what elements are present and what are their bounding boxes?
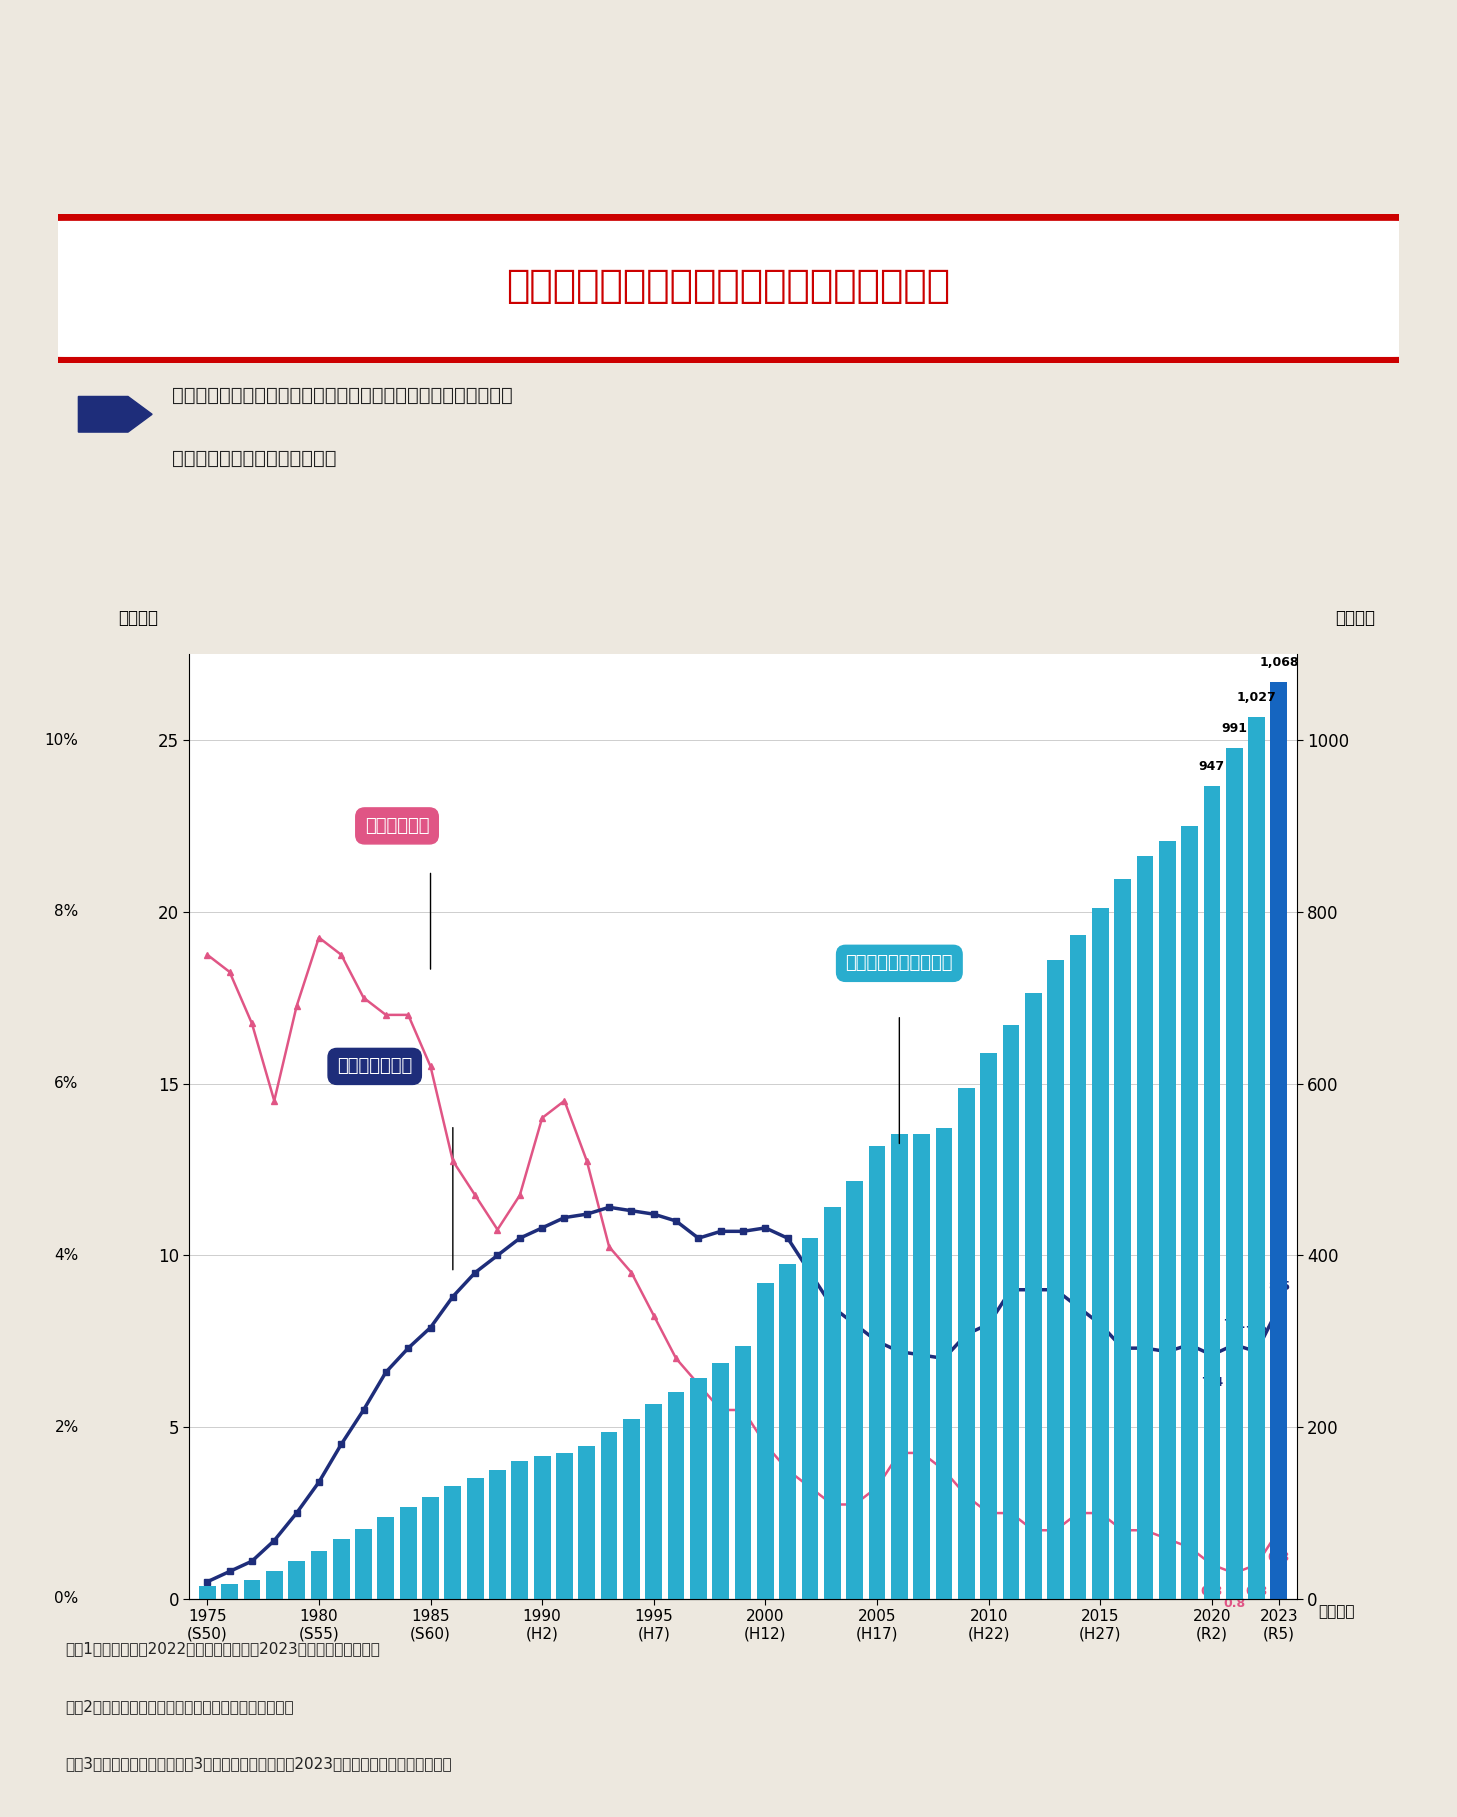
Text: 1,068: 1,068 [1259,656,1298,669]
Text: 0.8: 0.8 [1268,1552,1289,1564]
Bar [667,1392,685,1599]
Bar [332,1539,350,1599]
Bar [265,1572,283,1599]
Text: 0.8: 0.8 [1224,1597,1246,1610]
Bar [1091,907,1109,1599]
Bar [1024,994,1042,1599]
Bar [914,1134,930,1599]
Bar [1115,879,1131,1599]
Text: 991: 991 [1221,721,1247,734]
Bar [578,1446,594,1599]
Bar [935,1128,953,1599]
Text: （注3）普通国債残高は各年度3月末現在高。ただし、2023年度は予算に基づく見込み。: （注3）普通国債残高は各年度3月末現在高。ただし、2023年度は予算に基づく見込… [66,1755,452,1772]
Bar [444,1486,462,1599]
Text: （兆円）: （兆円） [1335,609,1375,627]
Bar [1069,936,1087,1599]
Bar [645,1405,661,1599]
Text: （注2）金利は、普通国債の利率加重平均の値を使用。: （注2）金利は、普通国債の利率加重平均の値を使用。 [66,1699,294,1713]
Text: （兆円）: （兆円） [118,609,159,627]
Bar [981,1052,997,1599]
Bar [758,1283,774,1599]
Bar [1158,841,1176,1599]
Bar [691,1379,707,1599]
Bar [399,1506,417,1599]
Text: 普通国債残高（右軸）: 普通国債残高（右軸） [845,954,953,972]
Text: （年度）: （年度） [1319,1604,1355,1619]
Bar [490,1470,506,1599]
Bar [1249,718,1265,1599]
Bar [221,1584,237,1599]
FancyBboxPatch shape [25,218,1432,360]
Bar [533,1457,551,1599]
Text: 8.5: 8.5 [1268,1281,1289,1294]
Bar [1136,856,1154,1599]
Text: 0%: 0% [54,1592,79,1606]
Bar [825,1206,841,1599]
Bar [200,1586,216,1599]
Bar [600,1432,618,1599]
Text: 7.2: 7.2 [1246,1325,1268,1337]
Bar [243,1581,261,1599]
Text: 1,027: 1,027 [1237,690,1276,703]
Text: 7.1: 7.1 [1222,1317,1246,1332]
Bar [1048,959,1064,1599]
FancyArrow shape [79,396,152,432]
Bar [779,1265,796,1599]
Bar [1203,785,1221,1599]
Text: 仮に金利が上昇した場合、利払費が増えて、政策的経費がさらに: 仮に金利が上昇した場合、利払費が増えて、政策的経費がさらに [172,385,513,405]
Text: 圧迫される可能性があります。: 圧迫される可能性があります。 [172,449,337,469]
Bar [288,1561,305,1599]
Bar [712,1363,728,1599]
Text: （注1）利払費は、2022年度までは決算、2023年度は予算による。: （注1）利払費は、2022年度までは決算、2023年度は予算による。 [66,1641,380,1657]
Bar [557,1454,573,1599]
Bar [356,1528,372,1599]
Text: 0.8: 0.8 [1201,1584,1222,1599]
Bar [734,1346,752,1599]
Text: 0.8: 0.8 [1246,1584,1268,1599]
Text: 利払費（左軸）: 利払費（左軸） [337,1057,412,1076]
Text: 6%: 6% [54,1076,79,1090]
Bar [1002,1025,1020,1599]
Text: 8%: 8% [54,905,79,919]
Text: 4%: 4% [54,1248,79,1263]
Text: 10%: 10% [45,732,79,747]
Bar [624,1419,640,1599]
Bar [511,1461,529,1599]
Bar [847,1181,863,1599]
Bar [868,1147,886,1599]
Bar [801,1237,819,1599]
Bar [892,1134,908,1599]
Bar [377,1517,395,1599]
Bar [423,1497,439,1599]
Bar [1271,681,1287,1599]
Text: 金利（左軸）: 金利（左軸） [364,818,430,834]
Bar [1182,827,1198,1599]
Text: 2%: 2% [54,1419,79,1435]
Bar [466,1477,484,1599]
Text: 7.4: 7.4 [1201,1375,1222,1390]
Text: 947: 947 [1199,760,1225,772]
Bar [310,1552,328,1599]
Bar [957,1088,975,1599]
Text: 低金利環境がいつまでも続くとは限らない: 低金利環境がいつまでも続くとは限らない [507,267,950,305]
Bar [1225,749,1243,1599]
